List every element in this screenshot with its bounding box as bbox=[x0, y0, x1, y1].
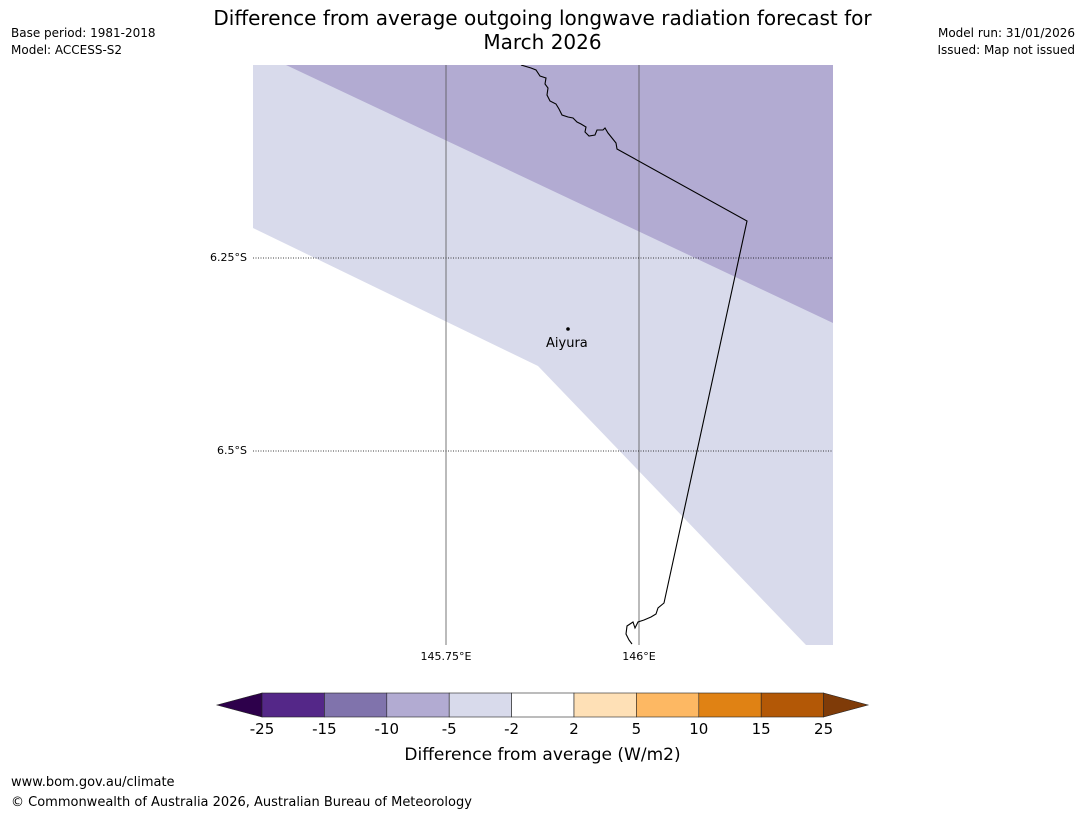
colorbar-tick: -2 bbox=[504, 720, 520, 738]
colorbar-tick: -5 bbox=[441, 720, 457, 738]
lat-label-6-5s: 6.5°S bbox=[217, 444, 247, 457]
lon-label-146e: 146°E bbox=[622, 650, 656, 663]
colorbar-label: Difference from average (W/m2) bbox=[404, 745, 681, 765]
colorbar-bin-1 bbox=[261, 692, 325, 718]
place-label: Aiyura bbox=[546, 336, 588, 351]
map-panel bbox=[253, 65, 833, 645]
issued-status: Issued: Map not issued bbox=[937, 43, 1075, 57]
colorbar-arrow-low bbox=[215, 692, 263, 718]
footer-copyright: © Commonwealth of Australia 2026, Austra… bbox=[11, 795, 472, 810]
colorbar-bin-3 bbox=[386, 692, 450, 718]
colorbar-bin-4 bbox=[448, 692, 512, 718]
lat-label-6-25s: 6.25°S bbox=[210, 251, 247, 264]
place-marker bbox=[566, 327, 570, 331]
title-line-1: Difference from average outgoing longwav… bbox=[213, 6, 872, 30]
colorbar-tick: 5 bbox=[631, 720, 642, 738]
model-name: Model: ACCESS-S2 bbox=[11, 43, 123, 57]
province-boundary bbox=[520, 65, 748, 645]
colorbar-tick: 2 bbox=[569, 720, 579, 738]
colorbar-tick: -15 bbox=[312, 720, 337, 738]
colorbar-bin-2 bbox=[324, 692, 388, 718]
colorbar-tick: 15 bbox=[751, 720, 771, 738]
colorbar-bin-6 bbox=[573, 692, 637, 718]
meta-left: Base period: 1981-2018 Model: ACCESS-S2 bbox=[11, 25, 156, 59]
footer-url[interactable]: www.bom.gov.au/climate bbox=[11, 775, 175, 790]
map-title: Difference from average outgoing longwav… bbox=[0, 6, 1085, 54]
colorbar-tick: -10 bbox=[374, 720, 400, 738]
colorbar-bin-7 bbox=[636, 692, 700, 718]
colorbar-tick: -25 bbox=[249, 720, 275, 738]
colorbar-bin-5 bbox=[511, 692, 575, 718]
colorbar-tick: 25 bbox=[814, 720, 834, 738]
colorbar-arrow-high bbox=[823, 692, 870, 718]
colorbar-bin-8 bbox=[698, 692, 762, 718]
meta-right: Model run: 31/01/2026 Issued: Map not is… bbox=[937, 25, 1075, 59]
base-period: Base period: 1981-2018 bbox=[11, 26, 156, 40]
colorbar bbox=[215, 692, 870, 718]
model-run: Model run: 31/01/2026 bbox=[937, 26, 1075, 40]
colorbar-bin-9 bbox=[760, 692, 824, 718]
lon-label-145-75e: 145.75°E bbox=[420, 650, 472, 663]
title-line-2: March 2026 bbox=[483, 30, 602, 54]
band-medium-purple bbox=[286, 65, 833, 323]
colorbar-tick: 10 bbox=[689, 720, 709, 738]
